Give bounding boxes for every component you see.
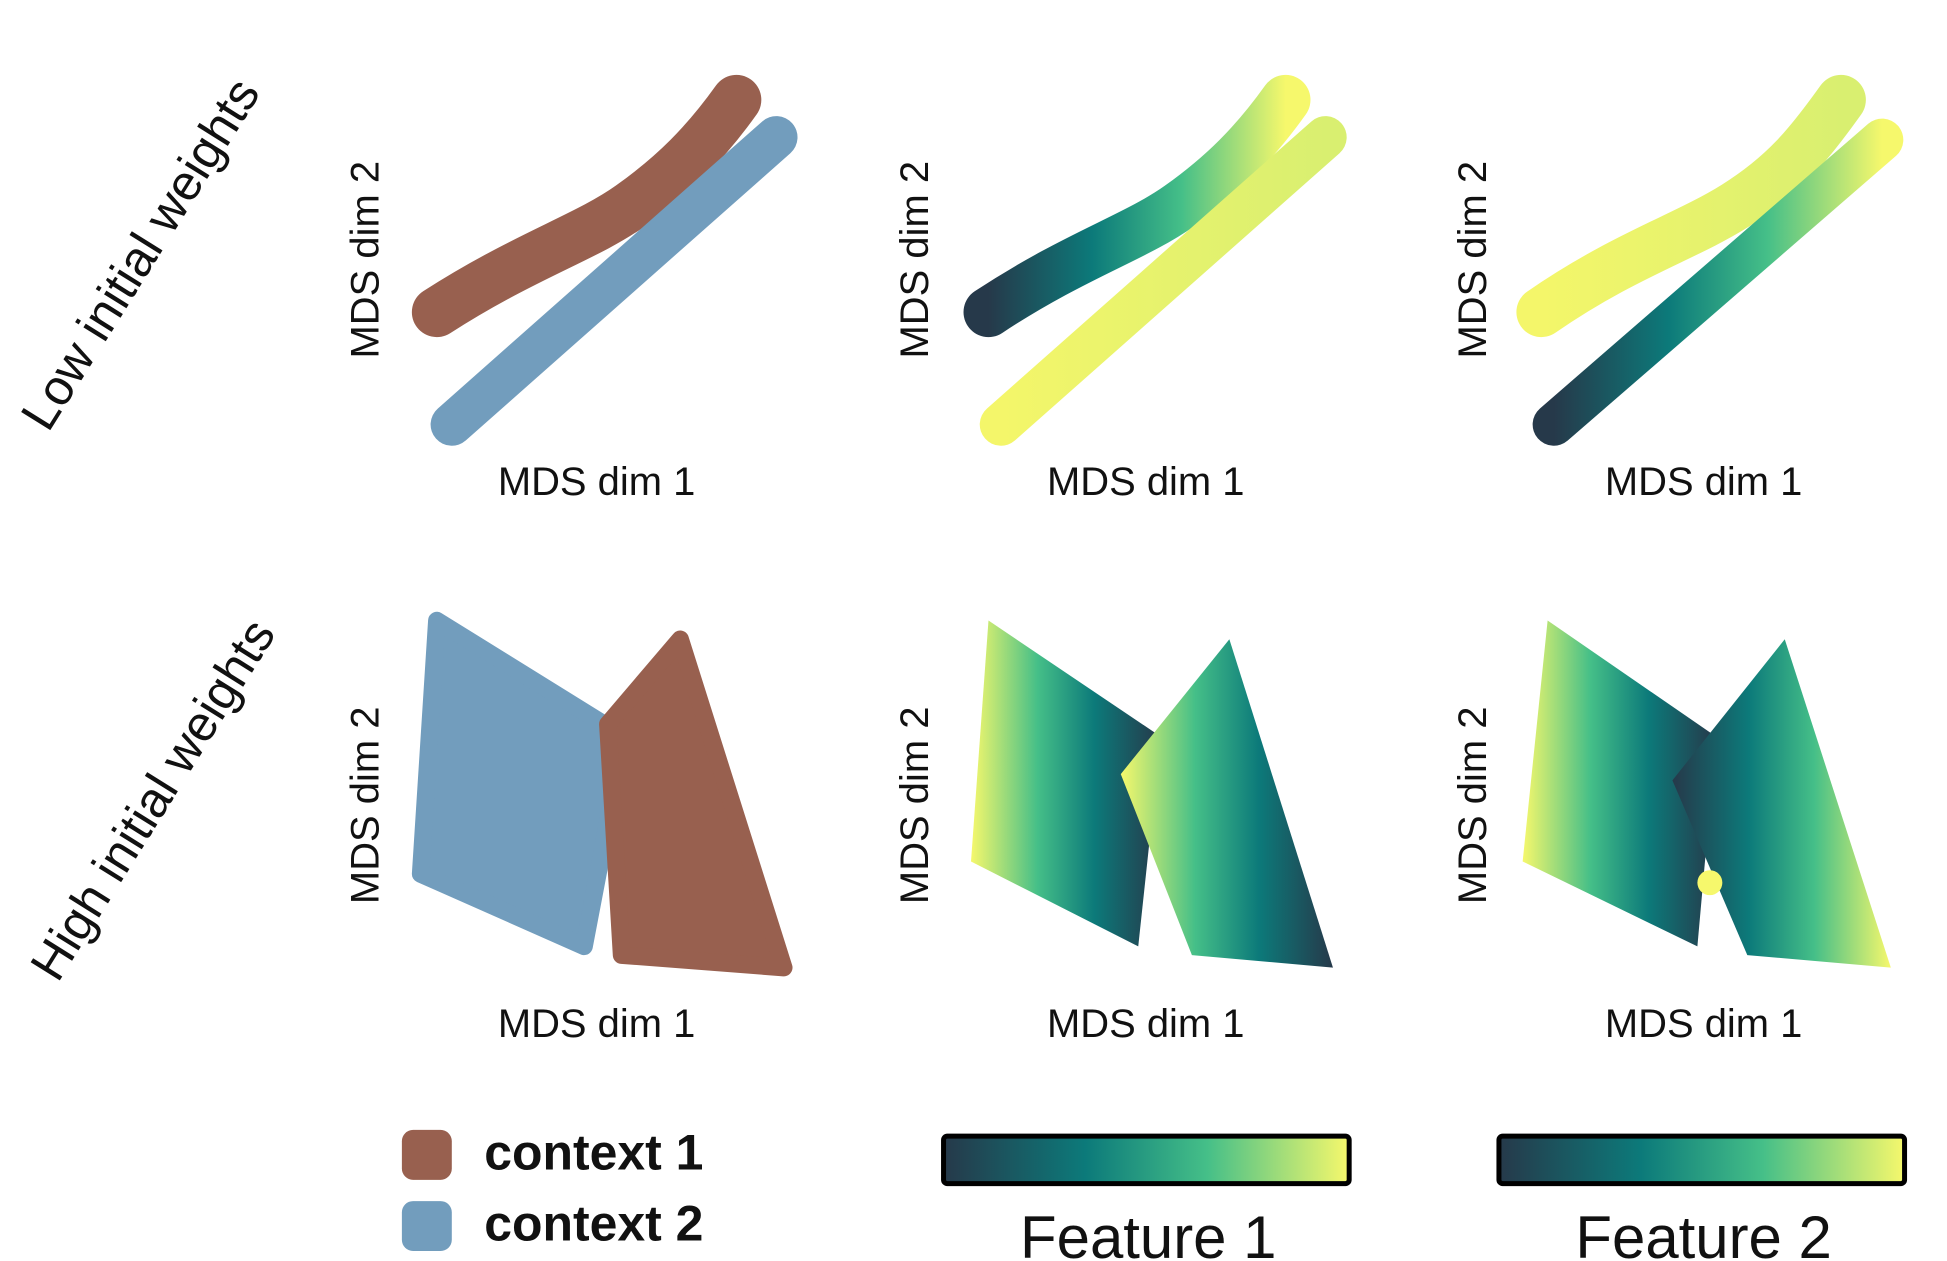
x-axis-label: MDS dim 1 (1047, 460, 1244, 504)
legend-swatch (401, 1201, 452, 1252)
axis-labels: MDS dim 1 MDS dim 2 MDS dim 1 MDS dim 2 MDS … (344, 161, 1803, 1046)
row-label: High initial weights (20, 609, 287, 989)
y-axis-label: MDS dim 2 (344, 161, 388, 359)
row-label: Low initial weights (10, 68, 271, 439)
x-axis-label: MDS dim 1 (1047, 1002, 1244, 1046)
legend-swatch (401, 1129, 452, 1180)
point-cloud (411, 611, 1891, 977)
y-axis-label: MDS dim 2 (893, 707, 937, 905)
colorbar (1496, 1133, 1908, 1187)
colorbar (941, 1133, 1352, 1187)
legend: context 1 context 2 (401, 1124, 703, 1252)
x-axis-label: MDS dim 1 (1605, 460, 1802, 504)
y-axis-label: MDS dim 2 (1451, 161, 1495, 359)
y-axis-label: MDS dim 2 (893, 161, 937, 359)
x-axis-label: MDS dim 1 (1605, 1002, 1802, 1046)
colorbar-label: Feature 2 (1575, 1204, 1831, 1261)
x-axis-label: MDS dim 1 (498, 460, 695, 504)
legend-label: context 2 (484, 1195, 703, 1251)
x-axis-label: MDS dim 1 (498, 1002, 695, 1046)
colorbar-label: Feature 1 (1020, 1204, 1276, 1261)
y-axis-label: MDS dim 2 (344, 707, 388, 905)
point-cloud (411, 74, 1904, 446)
y-axis-label: MDS dim 2 (1451, 707, 1495, 905)
legend-label: context 1 (484, 1124, 703, 1180)
